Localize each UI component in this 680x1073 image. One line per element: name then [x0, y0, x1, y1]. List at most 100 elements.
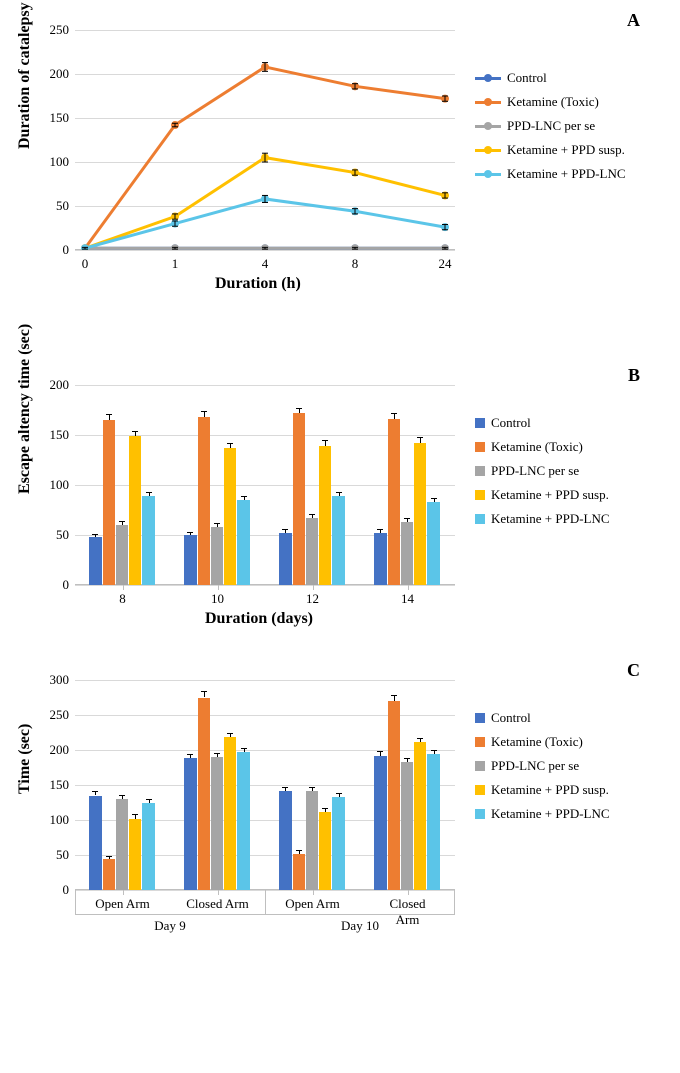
legend-item: Ketamine (Toxic): [475, 94, 626, 110]
error-cap: [92, 791, 98, 792]
legend-label: Ketamine (Toxic): [491, 439, 583, 455]
bar: [388, 701, 400, 890]
ylabel-a: Duration of catalepsy (sec): [16, 129, 34, 149]
error-cap: [391, 695, 397, 696]
legend-swatch: [475, 785, 485, 795]
error-cap: [214, 523, 220, 524]
error-cap: [377, 529, 383, 530]
legend: ControlKetamine (Toxic)PPD-LNC per seKet…: [475, 415, 610, 535]
bar: [211, 527, 223, 585]
legend: ControlKetamine (Toxic)PPD-LNC per seKet…: [475, 710, 610, 830]
ytick: 200: [35, 742, 69, 758]
legend-item: Control: [475, 70, 626, 86]
legend-swatch: [475, 418, 485, 428]
legend-item: Control: [475, 710, 610, 726]
error-cap: [391, 413, 397, 414]
bar: [129, 436, 141, 585]
xtick: 24: [439, 256, 452, 272]
bar: [116, 799, 128, 890]
legend-item: Ketamine + PPD-LNC: [475, 166, 626, 182]
panel-label: C: [627, 660, 640, 681]
error-cap: [227, 443, 233, 444]
bar: [103, 420, 115, 585]
ytick: 100: [35, 154, 69, 170]
ytick: 300: [35, 672, 69, 688]
error-cap: [146, 492, 152, 493]
legend-label: Ketamine + PPD susp.: [491, 487, 609, 503]
bar: [427, 754, 439, 890]
group-divider: [265, 890, 266, 914]
xtick: 8: [119, 591, 126, 607]
panel-c: C050100150200250300Open ArmClosed ArmOpe…: [0, 650, 680, 985]
error-cap: [417, 437, 423, 438]
xtick: Closed Arm: [186, 896, 248, 912]
legend-swatch: [475, 77, 501, 80]
error-cap: [187, 532, 193, 533]
legend-swatch: [475, 173, 501, 176]
legend-item: Ketamine (Toxic): [475, 734, 610, 750]
error-cap: [377, 751, 383, 752]
xtick: 4: [262, 256, 269, 272]
bar: [332, 496, 344, 585]
error-cap: [92, 534, 98, 535]
xtick: 0: [82, 256, 89, 272]
bar: [142, 803, 154, 890]
error-cap: [132, 431, 138, 432]
bar: [184, 535, 196, 585]
xtick: 14: [401, 591, 414, 607]
ytick: 250: [35, 707, 69, 723]
error-cap: [309, 787, 315, 788]
ytick: 150: [35, 777, 69, 793]
legend-label: PPD-LNC per se: [491, 758, 579, 774]
xtick: 1: [172, 256, 179, 272]
panel-a: A050100150200250014824Duration of catale…: [0, 0, 680, 355]
error-cap: [336, 793, 342, 794]
bar: [211, 757, 223, 890]
bar: [401, 522, 413, 585]
legend-swatch: [475, 466, 485, 476]
gridline: [75, 585, 455, 586]
legend-swatch: [475, 149, 501, 152]
ytick: 200: [35, 66, 69, 82]
ytick: 50: [35, 847, 69, 863]
legend-item: PPD-LNC per se: [475, 463, 610, 479]
error-cap: [227, 733, 233, 734]
xtick: Closed Arm: [384, 896, 432, 928]
error-cap: [322, 808, 328, 809]
error-cap: [322, 440, 328, 441]
ytick: 100: [35, 477, 69, 493]
xtick: Open Arm: [285, 896, 340, 912]
bar: [198, 698, 210, 891]
error-cap: [241, 496, 247, 497]
xtick: Open Arm: [95, 896, 150, 912]
panel-b: B0501001502008101214Escape altency time …: [0, 355, 680, 650]
legend-label: PPD-LNC per se: [507, 118, 595, 134]
legend-item: Ketamine + PPD susp.: [475, 142, 626, 158]
series-line: [85, 199, 445, 248]
panel-label-a: A: [627, 10, 640, 31]
error-cap: [296, 850, 302, 851]
legend-item: Ketamine + PPD susp.: [475, 487, 610, 503]
error-cap: [417, 738, 423, 739]
bar: [142, 496, 154, 585]
error-cap: [282, 529, 288, 530]
ytick: 50: [35, 527, 69, 543]
ylabel: Escape altency time (sec): [16, 474, 34, 494]
legend-swatch: [475, 761, 485, 771]
xlabel-a: Duration (h): [215, 275, 301, 293]
bar: [374, 756, 386, 890]
bar: [224, 737, 236, 890]
legend-swatch: [475, 514, 485, 524]
bar: [224, 448, 236, 585]
bar: [374, 533, 386, 585]
legend-item: Ketamine + PPD-LNC: [475, 511, 610, 527]
ytick: 150: [35, 110, 69, 126]
error-cap: [296, 408, 302, 409]
bar: [89, 537, 101, 585]
legend-label: PPD-LNC per se: [491, 463, 579, 479]
ytick: 100: [35, 812, 69, 828]
xtick: 12: [306, 591, 319, 607]
bar: [293, 854, 305, 890]
bar: [306, 518, 318, 585]
bar: [103, 859, 115, 890]
